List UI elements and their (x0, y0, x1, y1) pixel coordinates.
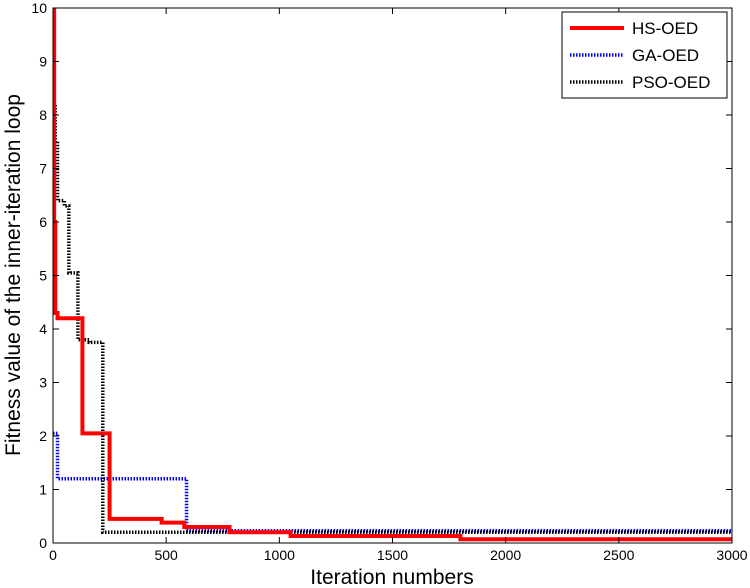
x-tick-label: 1500 (377, 547, 408, 563)
x-axis-label: Iteration numbers (310, 566, 473, 588)
x-tick-label: 3000 (716, 547, 747, 563)
legend-label-pso-oed: PSO-OED (632, 73, 710, 92)
series-line-hs-oed (53, 8, 732, 542)
y-tick-label: 5 (39, 268, 47, 284)
y-tick-label: 3 (39, 375, 47, 391)
y-axis-label: Fitness value of the inner-iteration loo… (2, 94, 25, 456)
y-tick-label: 2 (39, 428, 47, 444)
x-tick-label: 1000 (264, 547, 295, 563)
y-tick-label: 9 (39, 54, 47, 70)
axes-layer: 0 500 1000 1500 2000 2500 3000 0 1 2 3 4 5 6 7 8 9 10 (31, 0, 747, 563)
x-tick-label: 2000 (490, 547, 521, 563)
y-tick-label: 10 (31, 0, 47, 16)
y-tick-label: 4 (39, 321, 47, 337)
y-tick-label: 8 (39, 107, 47, 123)
y-tick-label: 6 (39, 214, 47, 230)
y-tick-label: 7 (39, 161, 47, 177)
y-tick-label: 1 (39, 482, 47, 498)
x-tick-label: 0 (49, 547, 57, 563)
series-layer (53, 8, 732, 542)
legend-label-hs-oed: HS-OED (632, 19, 698, 38)
series-line-pso-oed (53, 102, 732, 535)
x-tick-label: 500 (154, 547, 178, 563)
x-tick-label: 2500 (603, 547, 634, 563)
legend: HS-OED GA-OED PSO-OED (561, 11, 728, 99)
legend-label-ga-oed: GA-OED (632, 46, 699, 65)
y-tick-label: 0 (39, 535, 47, 551)
